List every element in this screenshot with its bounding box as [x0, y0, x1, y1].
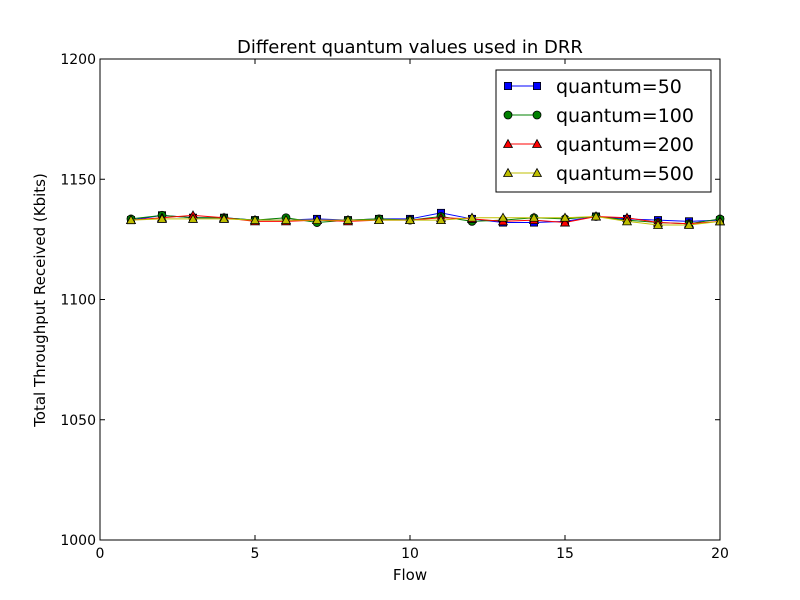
legend-box [495, 69, 712, 193]
data-point [249, 214, 261, 225]
legend-label: quantum=500 [556, 163, 694, 185]
data-point [404, 214, 416, 225]
legend-marker [502, 167, 514, 177]
legend-item-0: quantum=50 [503, 76, 682, 98]
data-point [218, 213, 230, 223]
chart-title: Different quantum values used in DRR [237, 37, 583, 58]
data-point [497, 212, 509, 222]
series-line [130, 216, 721, 226]
data-point [373, 214, 385, 225]
legend-marker [532, 110, 542, 120]
data-point [559, 212, 571, 222]
x-tick-label: 5 [251, 546, 260, 562]
legend-label: quantum=200 [556, 134, 694, 156]
legend-marker [502, 138, 514, 148]
series-3 [125, 211, 726, 229]
legend-marker [503, 110, 513, 120]
x-axis: 0 5 10 15 20 [96, 59, 729, 562]
data-point [621, 216, 633, 226]
data-point [125, 214, 137, 225]
data-point [435, 214, 447, 225]
series-line [130, 214, 721, 225]
data-point [342, 214, 354, 225]
data-point [280, 214, 292, 225]
data-point [187, 213, 199, 223]
y-axis-title: Total Throughput Received (Kbits) [31, 173, 49, 428]
y-tick-label: 1000 [60, 533, 96, 549]
y-axis: 1000 1050 1100 1150 1200 [60, 52, 720, 549]
x-tick-label: 20 [711, 546, 729, 562]
data-point [652, 219, 664, 229]
x-tick-label: 0 [96, 546, 105, 562]
y-tick-label: 1150 [60, 172, 96, 188]
legend-label: quantum=100 [556, 105, 694, 127]
legend: quantum=50 quantum=100 quantum=200 quantum=… [495, 69, 712, 193]
legend-marker [533, 82, 542, 91]
legend-marker [531, 167, 543, 177]
x-tick-label: 10 [401, 546, 419, 562]
data-point [156, 213, 168, 223]
y-tick-label: 1200 [60, 52, 96, 68]
legend-label: quantum=50 [556, 76, 682, 98]
x-tick-label: 15 [556, 546, 574, 562]
data-point [311, 214, 323, 225]
legend-item-3: quantum=500 [502, 163, 694, 185]
x-axis-title: Flow [393, 566, 427, 584]
data-point [559, 217, 571, 227]
legend-marker [503, 82, 512, 91]
data-point [683, 219, 695, 229]
data-point [590, 211, 602, 221]
y-tick-label: 1100 [60, 293, 96, 309]
legend-marker [531, 138, 543, 148]
legend-item-1: quantum=100 [503, 105, 694, 127]
y-tick-label: 1050 [60, 413, 96, 429]
data-point [466, 212, 478, 222]
legend-item-2: quantum=200 [502, 134, 694, 156]
data-point [528, 212, 540, 222]
